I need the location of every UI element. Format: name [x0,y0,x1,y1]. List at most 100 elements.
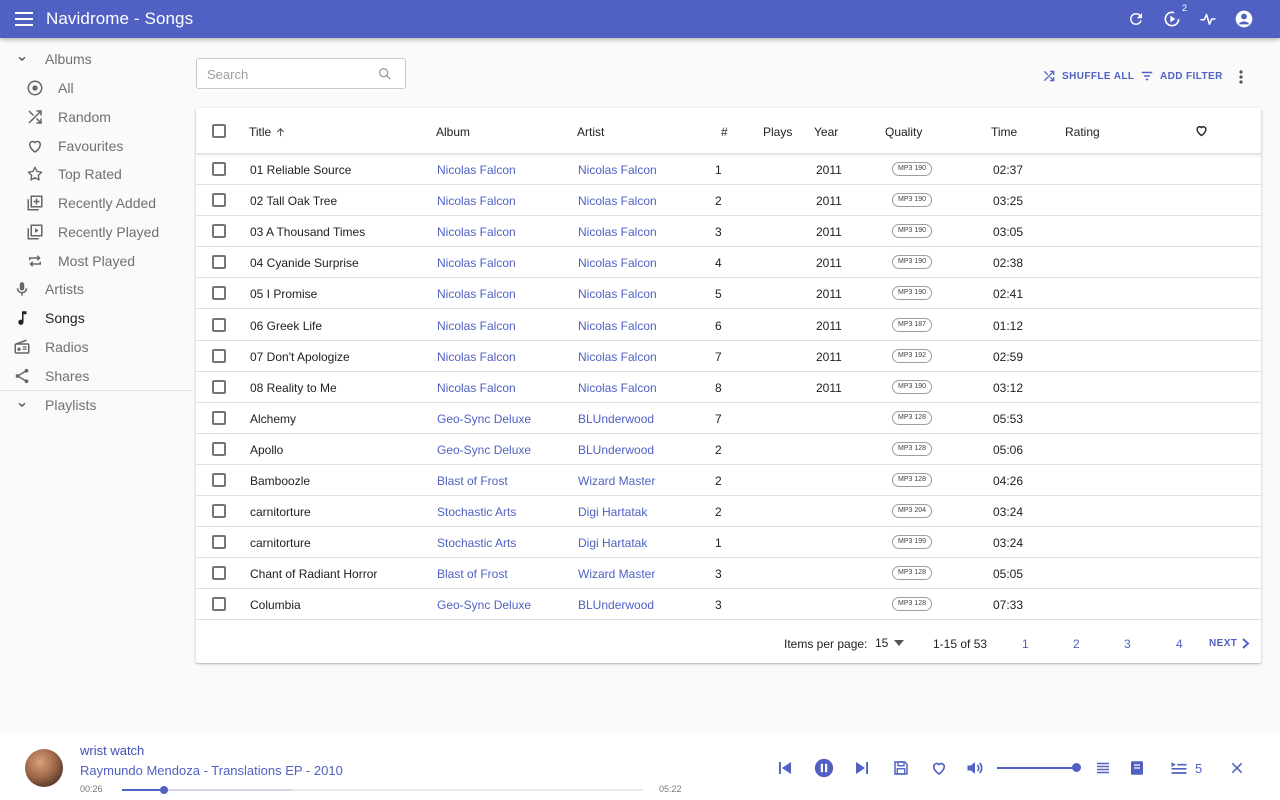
playlist-icon[interactable] [1092,757,1114,779]
sidebar-item-favourites[interactable]: Favourites [0,132,192,160]
row-checkbox[interactable] [212,441,226,456]
table-row[interactable]: 01 Reliable Source Nicolas Falcon Nicolas … [196,154,1261,185]
cell-artist[interactable]: Digi Hartatak [578,505,648,520]
cell-album[interactable]: Nicolas Falcon [437,287,516,302]
save-queue-icon[interactable] [890,757,912,779]
heart-outline-icon[interactable] [1194,123,1209,138]
sidebar-item-shares[interactable]: Shares [0,362,192,390]
row-checkbox[interactable] [212,286,226,301]
sidebar-item-songs[interactable]: Songs [0,304,192,332]
cell-artist[interactable]: Nicolas Falcon [578,225,657,240]
table-row[interactable]: Chant of Radiant Horror Blast of Frost Wiz… [196,558,1261,590]
cell-album[interactable]: Nicolas Falcon [437,194,516,209]
page-2-button[interactable]: 2 [1073,637,1080,651]
shuffle-all-button[interactable]: SHUFFLE ALL [1042,68,1134,84]
table-row[interactable]: 05 I Promise Nicolas Falcon Nicolas Falcon… [196,278,1261,310]
player-track-title[interactable]: wrist watch [80,743,145,758]
column-time[interactable]: Time [991,125,1018,139]
column-artist[interactable]: Artist [577,125,605,139]
table-row[interactable]: 04 Cyanide Surprise Nicolas Falcon Nicolas… [196,247,1261,279]
row-checkbox[interactable] [212,597,226,612]
sidebar-item-radios[interactable]: Radios [0,333,192,361]
next-page-button[interactable]: NEXT [1209,638,1250,649]
progress-handle[interactable] [160,786,169,794]
cell-album[interactable]: Stochastic Arts [437,536,517,551]
page-4-button[interactable]: 4 [1176,637,1183,651]
cell-album[interactable]: Blast of Frost [437,474,508,488]
row-checkbox[interactable] [212,193,226,208]
sidebar-item-albums[interactable]: Albums [0,45,192,73]
cell-album[interactable]: Nicolas Falcon [437,380,516,395]
cell-artist[interactable]: Nicolas Falcon [578,318,657,333]
table-row[interactable]: Alchemy Geo-Sync Deluxe BLUnderwood 7 05:53 M… [196,403,1261,434]
cell-artist[interactable]: BLUnderwood [578,598,655,613]
cell-album[interactable]: Geo-Sync Deluxe [437,411,532,426]
cell-album[interactable]: Nicolas Falcon [437,163,516,177]
cell-album[interactable]: Nicolas Falcon [437,318,516,333]
table-row[interactable]: Bamboozle Blast of Frost Wizard Master 2 04:… [196,465,1261,496]
skip-next-icon[interactable] [851,757,873,779]
column-year[interactable]: Year [814,125,839,139]
cell-artist[interactable]: Nicolas Falcon [578,194,657,209]
row-checkbox[interactable] [212,348,226,363]
lyrics-icon[interactable] [1126,757,1148,779]
cell-album[interactable]: Nicolas Falcon [437,349,516,364]
cell-artist[interactable]: Nicolas Falcon [578,163,657,177]
column-album[interactable]: Album [436,125,471,139]
album-cover[interactable] [25,749,63,787]
cell-artist[interactable]: Nicolas Falcon [578,256,657,271]
skip-previous-icon[interactable] [774,757,796,779]
row-checkbox[interactable] [212,162,226,176]
column-title[interactable]: Title [249,125,286,139]
volume-handle[interactable] [1072,763,1081,772]
cell-artist[interactable]: Wizard Master [578,567,656,582]
table-row[interactable]: 07 Don't Apologize Nicolas Falcon Nicolas … [196,341,1261,372]
pulse-icon[interactable] [1196,7,1220,31]
refresh-icon[interactable] [1124,7,1148,31]
select-all-checkbox[interactable] [212,124,226,138]
sidebar-item-artists[interactable]: Artists [0,275,192,303]
row-checkbox[interactable] [212,535,226,550]
column-quality[interactable]: Quality [885,125,923,139]
cell-artist[interactable]: BLUnderwood [578,411,655,426]
cell-album[interactable]: Blast of Frost [437,567,508,582]
table-row[interactable]: carnitorture Stochastic Arts Digi Hartatak… [196,496,1261,528]
row-checkbox[interactable] [212,255,226,270]
account-icon[interactable] [1232,7,1256,31]
page-3-button[interactable]: 3 [1124,637,1131,651]
activity-icon[interactable]: 2 [1160,3,1187,31]
column-rating[interactable]: Rating [1065,125,1100,139]
sidebar-item-most-played[interactable]: Most Played [0,247,192,275]
table-row[interactable]: carnitorture Stochastic Arts Digi Hartatak… [196,527,1261,559]
cell-artist[interactable]: Nicolas Falcon [578,380,657,395]
heart-outline-icon[interactable] [928,757,950,779]
sidebar-item-all[interactable]: All [0,74,192,102]
progress-track[interactable] [122,789,643,791]
row-checkbox[interactable] [212,224,226,239]
cell-album[interactable]: Geo-Sync Deluxe [437,442,532,457]
table-row[interactable]: Columbia Geo-Sync Deluxe BLUnderwood 3 07:33… [196,589,1261,621]
pause-icon[interactable] [813,757,835,779]
close-icon[interactable] [1226,757,1248,779]
page-1-button[interactable]: 1 [1022,637,1029,651]
row-checkbox[interactable] [212,504,226,519]
queue-music-icon[interactable] [1168,757,1190,779]
cell-artist[interactable]: Wizard Master [578,474,656,488]
row-checkbox[interactable] [212,410,226,425]
column-plays[interactable]: Plays [763,125,793,139]
cell-artist[interactable]: BLUnderwood [578,442,655,457]
per-page-select[interactable]: 15 [875,636,905,650]
cell-album[interactable]: Geo-Sync Deluxe [437,598,532,613]
row-checkbox[interactable] [212,473,226,487]
search-input[interactable] [207,65,367,83]
cell-album[interactable]: Stochastic Arts [437,505,517,520]
volume-track[interactable] [997,767,1075,769]
table-row[interactable]: 02 Tall Oak Tree Nicolas Falcon Nicolas Fa… [196,185,1261,217]
sidebar-item-playlists[interactable]: Playlists [0,391,192,419]
table-row[interactable]: 08 Reality to Me Nicolas Falcon Nicolas Fa… [196,372,1261,403]
row-checkbox[interactable] [212,379,226,394]
add-filter-button[interactable]: ADD FILTER [1140,68,1223,84]
cell-artist[interactable]: Nicolas Falcon [578,287,657,302]
sidebar-item-recently-played[interactable]: Recently Played [0,218,192,246]
table-row[interactable]: 03 A Thousand Times Nicolas Falcon Nicolas… [196,216,1261,248]
